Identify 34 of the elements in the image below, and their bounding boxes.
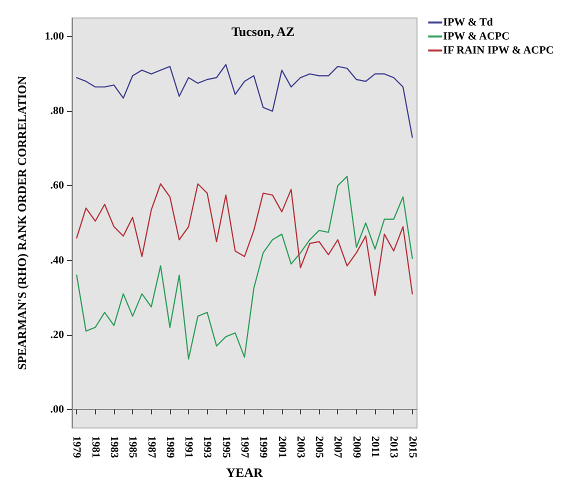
x-tick-label: 2011: [369, 436, 382, 458]
x-tick-label: 1999: [257, 436, 270, 458]
x-tick-label: 1997: [238, 436, 250, 458]
legend-label: IPW & Td: [443, 16, 493, 28]
x-tick-label: 1989: [164, 436, 176, 458]
x-tick-label: 2007: [332, 436, 344, 458]
x-tick-label: 2005: [313, 436, 326, 458]
y-axis-title: SPEARMAN'S (RHO) RANK ORDER CORRELATION: [15, 76, 29, 370]
x-tick-label: 1981: [89, 436, 102, 458]
y-tick-label: .00: [50, 403, 64, 416]
text: Tucson, AZ: [231, 24, 295, 39]
y-tick-label: .40: [50, 254, 64, 266]
line-series: [76, 176, 413, 360]
x-tick-label: 1993: [201, 436, 214, 458]
x-tick-label: 2009: [350, 436, 362, 458]
x-tick-label: 1979: [70, 436, 83, 458]
x-tick-label: 2015: [406, 436, 418, 458]
x-tick-label: 1985: [126, 436, 139, 458]
y-tick-label: 1.00: [44, 30, 64, 43]
x-tick-label: 1987: [145, 436, 158, 458]
y-tick-label: .80: [50, 105, 64, 118]
y-tick-label: .60: [50, 180, 64, 192]
x-tick-label: 2013: [388, 436, 400, 458]
line-series: [76, 183, 413, 296]
y-tick-label: .20: [50, 328, 64, 341]
x-tick-label: 1995: [220, 436, 232, 458]
line-series: [76, 64, 413, 138]
x-axis-title: YEAR: [226, 465, 264, 480]
x-tick-label: 2001: [276, 436, 288, 458]
x-tick-label: 1983: [108, 436, 120, 458]
x-tick-label: 1991: [182, 436, 195, 458]
legend-label: IF RAIN IPW & ACPC: [443, 44, 554, 56]
legend-label: IPW & ACPC: [443, 30, 510, 42]
x-tick-label: 2003: [294, 436, 306, 458]
